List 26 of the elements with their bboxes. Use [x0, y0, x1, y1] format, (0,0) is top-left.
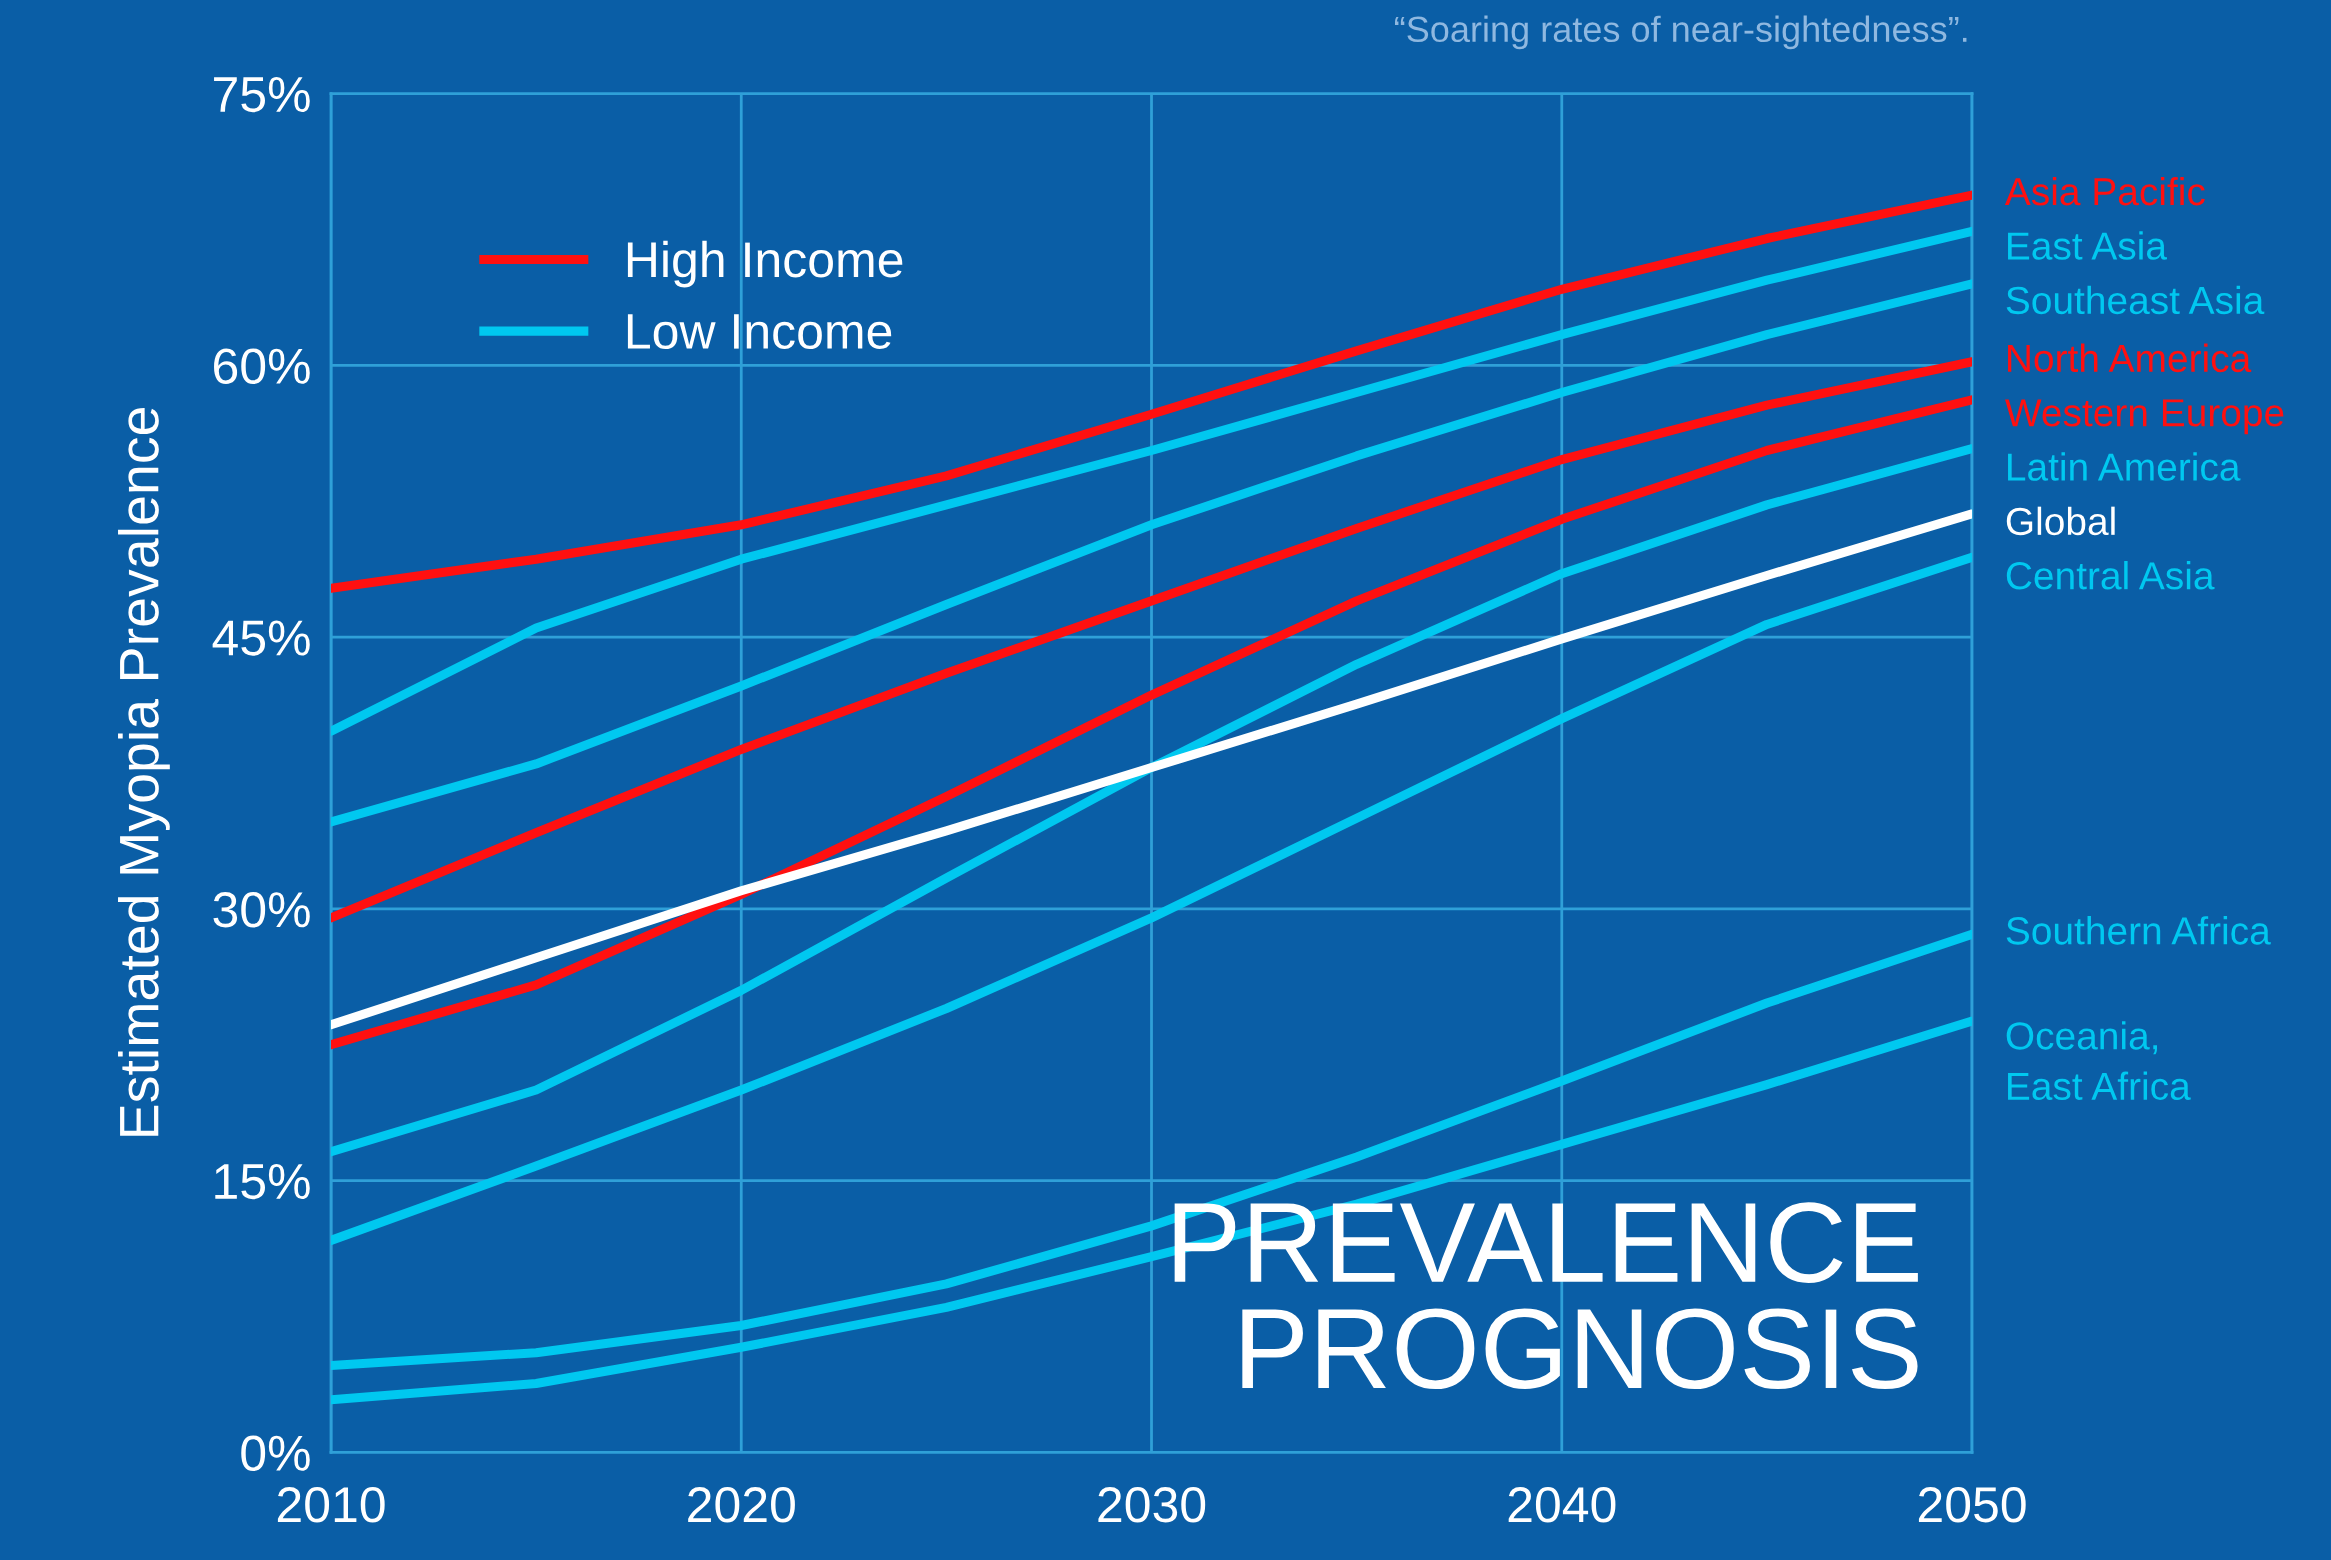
y-tick-label: 60%	[214, 348, 310, 384]
y-axis-title: Estimated Myopia Prevalence	[118, 407, 170, 1136]
y-tick-label: 45%	[212, 620, 310, 656]
x-tick-label: 2040	[1508, 1487, 1616, 1523]
y-tick-label: 15%	[215, 1164, 310, 1200]
series-label: North America	[2008, 343, 2252, 373]
text: PREVALENCE PROGNOSIS	[1174, 1202, 1918, 1390]
x-tick-label: 2030	[1098, 1487, 1206, 1523]
series-label: Latin America	[2008, 452, 2241, 481]
annotation: High Income	[627, 240, 903, 288]
x-tick-label: 2020	[688, 1487, 795, 1523]
series-label: Southeast Asia	[2006, 285, 2265, 315]
series-label: Western Europe	[2005, 399, 2284, 435]
series-label: Southern Africa	[2006, 916, 2271, 945]
text: “Soaring rates of near-sightedness”.	[1394, 15, 1967, 50]
annotation: Low Income	[627, 314, 892, 350]
y-tick-label: 0%	[241, 1435, 310, 1471]
series-label: East Asia	[2008, 231, 2167, 260]
x-tick-label: 2010	[277, 1487, 385, 1523]
series-label: Global	[2006, 506, 2115, 536]
x-tick-label: 2050	[1918, 1487, 2026, 1523]
y-tick-label: 75%	[214, 77, 310, 113]
series-label: Oceania, East Africa	[2006, 1021, 2191, 1101]
y-tick-label: 30%	[213, 892, 310, 928]
series-label: Central Asia	[2006, 561, 2215, 590]
series-label: Asia Pacific	[2004, 176, 2205, 206]
